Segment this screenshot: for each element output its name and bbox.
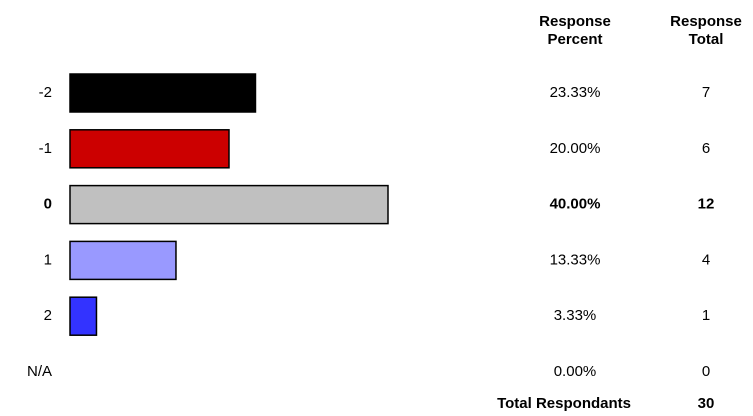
total-count: 1	[702, 307, 710, 324]
category-label: 1	[44, 251, 52, 268]
category-label: -1	[39, 140, 52, 157]
percent-label: 23.33%	[550, 84, 601, 101]
percent-label: 0.00%	[554, 363, 597, 380]
category-label: 2	[44, 307, 52, 324]
column-header: Percent	[547, 31, 602, 48]
total-value: 30	[698, 395, 715, 412]
category-label: N/A	[27, 363, 52, 380]
percent-label: 20.00%	[550, 140, 601, 157]
total-count: 6	[702, 140, 710, 157]
total-count: 4	[702, 251, 710, 268]
bar	[69, 129, 230, 169]
total-count: 7	[702, 84, 710, 101]
column-header: Response	[539, 13, 611, 30]
total-count: 0	[702, 363, 710, 380]
bar	[69, 240, 177, 281]
bar	[69, 184, 389, 225]
category-label: 0	[44, 196, 52, 213]
column-header: Total	[689, 31, 724, 48]
percent-label: 13.33%	[550, 251, 601, 268]
percent-label: 40.00%	[550, 196, 601, 213]
total-label: Total Respondants	[497, 395, 631, 412]
bar	[69, 73, 257, 113]
bar	[69, 296, 98, 336]
total-count: 12	[698, 196, 715, 213]
category-label: -2	[39, 84, 52, 101]
column-header: Response	[670, 13, 742, 30]
percent-label: 3.33%	[554, 307, 597, 324]
